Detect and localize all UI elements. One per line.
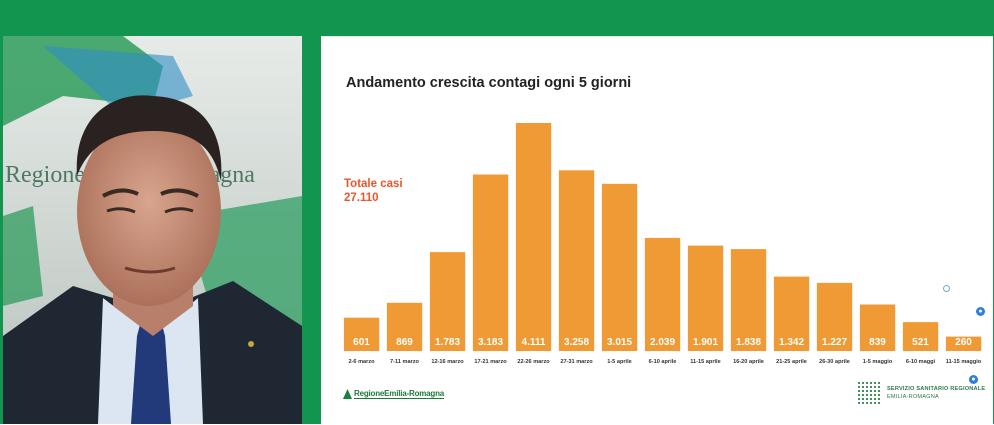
servizio-logo-line2: EMILIA-ROMAGNA bbox=[887, 394, 939, 400]
bar-value-label-9: 1.838 bbox=[736, 337, 761, 348]
category-label-12: 1-5 maggio bbox=[863, 359, 893, 365]
category-label-4: 22-26 marzo bbox=[517, 359, 550, 365]
category-label-0: 2-6 marzo bbox=[348, 359, 375, 365]
bar-value-label-6: 3.015 bbox=[607, 337, 632, 348]
bar-value-label-10: 1.342 bbox=[779, 337, 804, 348]
bar-value-label-5: 3.258 bbox=[564, 337, 589, 348]
category-label-9: 16-20 aprile bbox=[733, 359, 764, 365]
servizio-logo-dots-icon bbox=[857, 381, 881, 405]
bar-3 bbox=[472, 174, 509, 351]
category-label-2: 12-16 marzo bbox=[431, 359, 464, 365]
top-green-band bbox=[0, 0, 994, 36]
reaction-icon-2[interactable]: ● bbox=[969, 375, 978, 384]
speaker-video-image: Regione Emilia-Romagna bbox=[3, 36, 302, 424]
bar-value-label-4: 4.111 bbox=[522, 337, 546, 348]
category-label-5: 27-31 marzo bbox=[560, 359, 593, 365]
chart-title: Andamento crescita contagi ogni 5 giorni bbox=[346, 75, 632, 91]
bar-13 bbox=[902, 322, 939, 351]
category-label-3: 17-21 marzo bbox=[474, 359, 507, 365]
bar-value-label-14: 260 bbox=[955, 337, 972, 348]
presentation-slide: Andamento crescita contagi ogni 5 giorni… bbox=[321, 36, 993, 425]
cursor-ring-icon bbox=[943, 285, 950, 292]
bar-10 bbox=[773, 276, 810, 351]
bar-4 bbox=[515, 123, 552, 351]
speaker-video-feed[interactable]: Regione Emilia-Romagna bbox=[3, 36, 302, 424]
bar-0 bbox=[343, 317, 380, 351]
left-green-band bbox=[0, 36, 3, 424]
bar-9 bbox=[730, 249, 767, 351]
bar-7 bbox=[644, 237, 681, 351]
bar-chart: 601 2-6 marzo 869 7-11 marzo 1.783 12-16 marz… bbox=[343, 123, 982, 365]
total-cases-label: Totale casi bbox=[344, 178, 403, 190]
category-label-6: 1-5 aprile bbox=[607, 359, 632, 365]
category-label-7: 6-10 aprile bbox=[649, 359, 677, 365]
regione-logo: RegioneEmilia-Romagna bbox=[343, 387, 447, 401]
bar-value-label-7: 2.039 bbox=[650, 337, 675, 348]
bar-value-label-8: 1.901 bbox=[693, 337, 718, 348]
servizio-logo-line1: SERVIZIO SANITARIO REGIONALE bbox=[887, 386, 986, 392]
bar-value-label-13: 521 bbox=[912, 337, 929, 348]
category-label-1: 7-11 marzo bbox=[390, 359, 419, 365]
bar-6 bbox=[601, 183, 638, 351]
bar-value-label-11: 1.227 bbox=[822, 337, 847, 348]
bar-value-label-1: 869 bbox=[396, 337, 413, 348]
panel-divider bbox=[302, 36, 321, 424]
total-cases-value: 27.110 bbox=[344, 192, 379, 204]
category-label-13: 6-10 maggi bbox=[906, 359, 936, 365]
bar-value-label-2: 1.783 bbox=[435, 337, 460, 348]
reaction-icon[interactable]: ● bbox=[976, 307, 985, 316]
bar-value-label-0: 601 bbox=[353, 337, 370, 348]
bar-2 bbox=[429, 252, 466, 351]
category-label-11: 26-30 aprile bbox=[819, 359, 850, 365]
regione-logo-mark-icon bbox=[343, 389, 352, 399]
bar-11 bbox=[816, 282, 853, 351]
bar-12 bbox=[859, 304, 896, 351]
bar-1 bbox=[386, 302, 423, 351]
category-label-8: 11-15 aprile bbox=[690, 359, 720, 365]
bar-value-label-3: 3.183 bbox=[478, 337, 503, 348]
category-label-10: 21-25 aprile bbox=[776, 359, 807, 365]
category-label-14: 11-15 maggio bbox=[946, 359, 982, 365]
servizio-sanitario-logo: SERVIZIO SANITARIO REGIONALE EMILIA-ROMA… bbox=[857, 379, 989, 409]
bar-5 bbox=[558, 170, 595, 351]
bar-value-label-12: 839 bbox=[869, 337, 886, 348]
bar-8 bbox=[687, 245, 724, 351]
regione-logo-text: RegioneEmilia-Romagna bbox=[354, 389, 445, 399]
bar-14 bbox=[945, 336, 982, 351]
